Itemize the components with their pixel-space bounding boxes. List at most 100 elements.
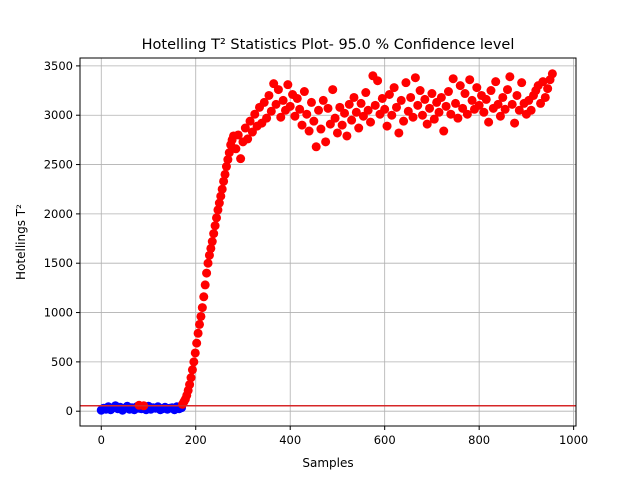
data-point <box>429 114 439 124</box>
x-tick-label: 800 <box>468 433 490 447</box>
data-point <box>436 92 446 102</box>
data-point <box>295 104 305 114</box>
data-point <box>189 357 199 367</box>
data-point <box>210 221 220 231</box>
data-point <box>394 128 404 138</box>
data-point <box>479 107 489 117</box>
data-point <box>347 115 357 125</box>
data-point <box>448 74 458 84</box>
data-point <box>302 109 312 119</box>
data-point <box>262 113 272 123</box>
data-point <box>401 78 411 88</box>
data-point <box>422 119 432 129</box>
data-point <box>321 137 331 147</box>
data-point <box>408 112 418 122</box>
data-point <box>399 116 409 126</box>
data-point <box>266 106 276 116</box>
data-point <box>396 95 406 105</box>
data-point <box>434 107 444 117</box>
data-point <box>406 92 416 102</box>
data-point <box>323 103 333 113</box>
data-point <box>491 77 501 87</box>
chart-title: Hotelling T² Statistics Plot- 95.0 % Con… <box>142 37 515 53</box>
data-point <box>259 97 269 107</box>
data-point <box>500 104 510 114</box>
data-point <box>203 258 213 268</box>
data-point <box>455 81 465 91</box>
data-point <box>425 103 435 113</box>
data-point <box>197 303 207 313</box>
data-point <box>451 98 461 108</box>
data-point <box>510 118 520 128</box>
data-point <box>243 134 253 144</box>
data-point <box>417 110 427 120</box>
data-point <box>391 102 401 112</box>
x-tick-label: 1000 <box>559 433 588 447</box>
data-point <box>202 268 212 278</box>
data-point <box>377 93 387 103</box>
data-point <box>190 348 200 358</box>
y-tick-label: 1000 <box>44 306 73 320</box>
data-point <box>209 229 219 239</box>
data-point <box>318 95 328 105</box>
data-point <box>505 72 515 82</box>
data-point <box>474 100 484 110</box>
y-tick-label: 2000 <box>44 207 73 221</box>
data-point <box>297 120 307 130</box>
data-point <box>264 90 274 100</box>
data-point <box>213 205 223 215</box>
data-point <box>462 109 472 119</box>
data-point <box>337 120 347 130</box>
y-axis-ticks: 0 500 1000 1500 2000 2500 3000 3500 <box>44 59 80 418</box>
data-point <box>370 100 380 110</box>
data-point <box>526 105 536 115</box>
data-point <box>484 117 494 127</box>
data-point <box>540 92 550 102</box>
data-point <box>212 213 222 223</box>
data-point <box>309 116 319 126</box>
data-point <box>465 75 475 85</box>
x-tick-label: 600 <box>374 433 396 447</box>
data-point <box>441 101 451 111</box>
data-point <box>538 77 548 87</box>
data-point <box>221 162 231 172</box>
data-point <box>354 123 364 133</box>
y-tick-label: 3000 <box>44 108 73 122</box>
data-point <box>271 99 281 109</box>
data-point <box>349 92 359 102</box>
series-1 <box>134 69 557 411</box>
y-tick-label: 0 <box>66 404 73 418</box>
data-point <box>185 380 195 390</box>
data-point <box>250 109 260 119</box>
data-point <box>415 86 425 96</box>
data-point <box>233 130 243 140</box>
y-tick-label: 3500 <box>44 59 73 73</box>
x-axis-label: Samples <box>302 456 353 470</box>
x-tick-label: 400 <box>279 433 301 447</box>
data-point <box>410 73 420 83</box>
data-point <box>495 111 505 121</box>
data-point <box>200 280 210 290</box>
data-point <box>439 126 449 136</box>
data-point <box>493 99 503 109</box>
data-point <box>351 107 361 117</box>
data-point <box>193 328 203 338</box>
data-point <box>328 85 338 95</box>
data-point <box>187 365 197 375</box>
data-point <box>361 88 371 98</box>
x-tick-label: 0 <box>98 433 105 447</box>
data-point <box>389 83 399 93</box>
data-point <box>220 169 230 179</box>
data-point <box>245 116 255 126</box>
data-point <box>290 111 300 121</box>
data-point <box>332 128 342 138</box>
data-point <box>387 110 397 120</box>
data-point <box>273 85 283 95</box>
data-point <box>384 90 394 100</box>
data-point <box>366 117 376 127</box>
data-point <box>467 95 477 105</box>
data-point <box>278 95 288 105</box>
data-point <box>547 69 557 79</box>
data-point <box>199 292 209 302</box>
data-point <box>453 113 463 123</box>
